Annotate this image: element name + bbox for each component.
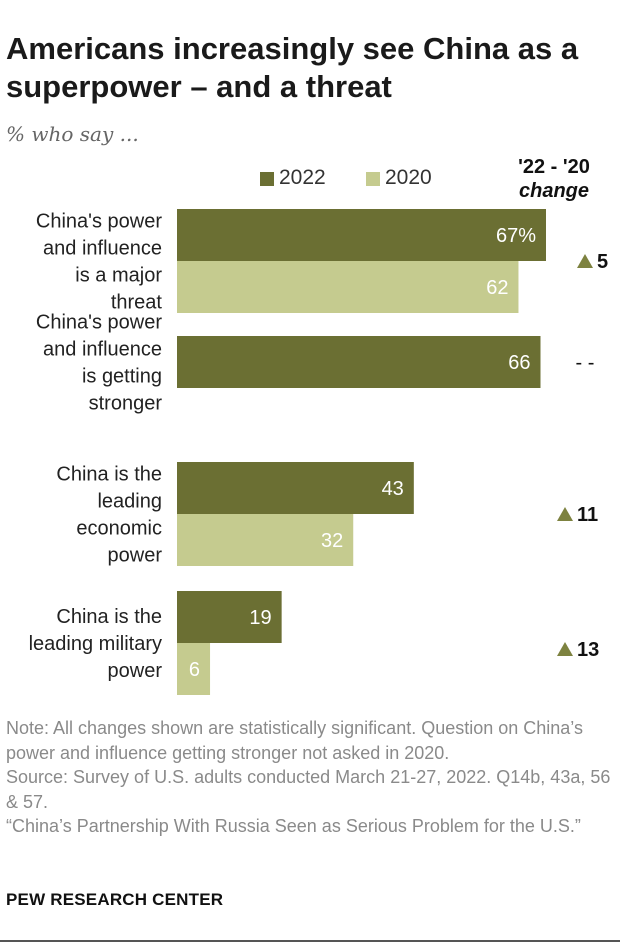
category-label: China is the: [56, 464, 162, 486]
bar-value-label: 62: [486, 277, 508, 299]
note-text: Note: All changes shown are statisticall…: [6, 718, 583, 763]
bar-2022-2: [177, 336, 541, 388]
bar-value-label: 6: [189, 659, 200, 681]
category-label: stronger: [89, 393, 163, 415]
category-label: threat: [111, 292, 163, 314]
bar-2020-4: [177, 643, 211, 695]
change-value: 13: [577, 639, 599, 661]
legend-label-2022: 2022: [279, 166, 326, 189]
category-label: leading: [97, 491, 162, 513]
category-label: and influence: [43, 339, 162, 361]
chart-title: Americans increasingly see China as a su…: [6, 31, 579, 104]
category-label: China's power: [36, 211, 162, 233]
category-label: power: [108, 545, 163, 567]
change-value: 5: [597, 251, 608, 273]
category-label: China is the: [56, 606, 162, 628]
legend-swatch-2020: [366, 172, 380, 186]
legend-swatch-2022: [260, 172, 274, 186]
bar-2020-1: [177, 261, 519, 313]
bar-value-label: 32: [321, 530, 343, 552]
bar-value-label: 43: [382, 478, 404, 500]
change-up-triangle-icon: [557, 507, 573, 521]
change-up-triangle-icon: [577, 254, 593, 268]
category-label: is getting: [82, 366, 162, 388]
bar-value-label: 67%: [496, 225, 536, 247]
source-text: Source: Survey of U.S. adults conducted …: [6, 767, 611, 812]
bar-value-label: 19: [249, 607, 271, 629]
chart-subtitle: % who say ...: [6, 122, 139, 146]
footer-rule: [0, 940, 620, 942]
change-value: - -: [576, 352, 595, 374]
change-header-years: '22 - '20: [518, 156, 590, 178]
category-label: power: [108, 660, 163, 682]
legend-label-2020: 2020: [385, 166, 432, 189]
category-label: China's power: [36, 312, 162, 334]
category-label: leading military: [29, 633, 162, 655]
category-label: is a major: [75, 265, 162, 287]
report-reference: “China’s Partnership With Russia Seen as…: [6, 816, 581, 836]
bar-value-label: 66: [508, 352, 530, 374]
bar-2022-3: [177, 462, 414, 514]
category-label: and influence: [43, 238, 162, 260]
bar-2022-4: [177, 591, 282, 643]
change-up-triangle-icon: [557, 642, 573, 656]
category-label: economic: [76, 518, 162, 540]
notes-block: Note: All changes shown are statisticall…: [6, 716, 614, 839]
change-header-label: change: [518, 180, 590, 202]
brand-footer: PEW RESEARCH CENTER: [6, 890, 224, 909]
bar-chart: China's power and influence is a major thre…: [29, 209, 608, 695]
bar-2020-3: [177, 514, 354, 566]
change-value: 11: [577, 504, 598, 526]
bar-2022-1: [177, 209, 546, 261]
